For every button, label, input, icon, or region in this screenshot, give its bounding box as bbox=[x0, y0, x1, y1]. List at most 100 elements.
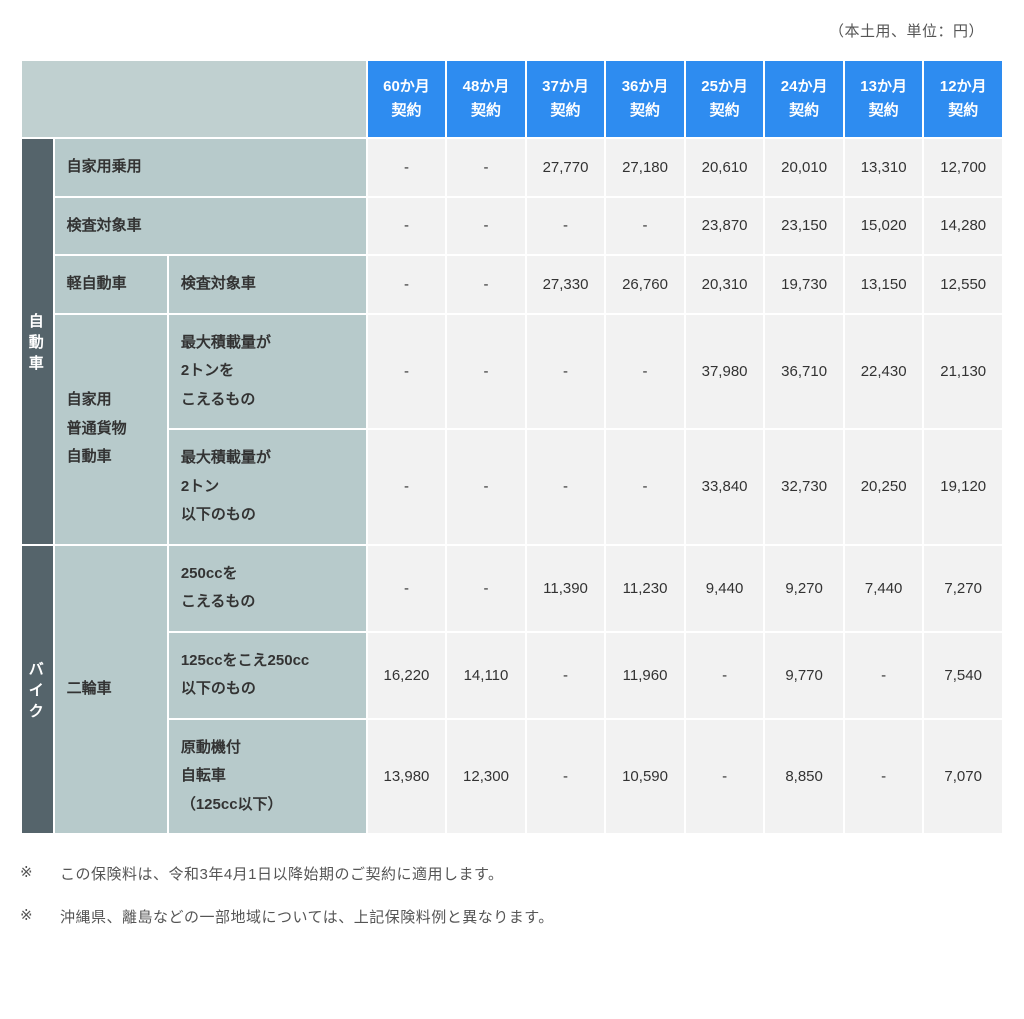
row-subhead-2: 250ccをこえるもの bbox=[168, 545, 367, 632]
row-subhead-1: 二輪車 bbox=[54, 545, 168, 835]
cell: - bbox=[446, 429, 526, 545]
cell: 37,980 bbox=[685, 314, 765, 430]
cell: - bbox=[526, 719, 606, 835]
cell: 22,430 bbox=[844, 314, 924, 430]
row-subhead-1: 自家用普通貨物自動車 bbox=[54, 314, 168, 545]
cell: 11,390 bbox=[526, 545, 606, 632]
col-header-2: 37か月契約 bbox=[526, 60, 606, 138]
cell: 13,310 bbox=[844, 138, 924, 197]
row-subhead-2: 最大積載量が2トン以下のもの bbox=[168, 429, 367, 545]
cell: 23,870 bbox=[685, 197, 765, 256]
vcat-auto: 自動車 bbox=[21, 138, 54, 545]
cell: 26,760 bbox=[605, 255, 685, 314]
cell: - bbox=[446, 138, 526, 197]
cell: 32,730 bbox=[764, 429, 844, 545]
cell: 11,960 bbox=[605, 632, 685, 719]
cell: - bbox=[367, 197, 447, 256]
notes-section: ※この保険料は、令和3年4月1日以降始期のご契約に適用します。※沖縄県、離島など… bbox=[20, 863, 1004, 927]
table-row: 自動車自家用乗用--27,77027,18020,61020,01013,310… bbox=[21, 138, 1003, 197]
cell: 27,180 bbox=[605, 138, 685, 197]
cell: 7,440 bbox=[844, 545, 924, 632]
cell: 7,540 bbox=[923, 632, 1003, 719]
col-header-4: 25か月契約 bbox=[685, 60, 765, 138]
table-row: 125ccをこえ250cc以下のもの16,22014,110-11,960-9,… bbox=[21, 632, 1003, 719]
note-mark: ※ bbox=[20, 906, 60, 927]
cell: 20,310 bbox=[685, 255, 765, 314]
cell: - bbox=[685, 719, 765, 835]
table-row: 検査対象車----23,87023,15015,02014,280 bbox=[21, 197, 1003, 256]
cell: - bbox=[367, 314, 447, 430]
table-row: 最大積載量が2トン以下のもの----33,84032,73020,25019,1… bbox=[21, 429, 1003, 545]
cell: 19,120 bbox=[923, 429, 1003, 545]
cell: - bbox=[367, 255, 447, 314]
header-row: 60か月契約48か月契約37か月契約36か月契約25か月契約24か月契約13か月… bbox=[21, 60, 1003, 138]
row-subhead-2: 最大積載量が2トンをこえるもの bbox=[168, 314, 367, 430]
cell: - bbox=[526, 429, 606, 545]
cell: 14,280 bbox=[923, 197, 1003, 256]
note-text: この保険料は、令和3年4月1日以降始期のご契約に適用します。 bbox=[60, 863, 504, 884]
cell: 33,840 bbox=[685, 429, 765, 545]
cell: - bbox=[605, 314, 685, 430]
col-header-6: 13か月契約 bbox=[844, 60, 924, 138]
note-row: ※沖縄県、離島などの一部地域については、上記保険料例と異なります。 bbox=[20, 906, 1004, 927]
cell: 21,130 bbox=[923, 314, 1003, 430]
cell: 12,550 bbox=[923, 255, 1003, 314]
row-subhead-1: 検査対象車 bbox=[54, 197, 367, 256]
col-header-1: 48か月契約 bbox=[446, 60, 526, 138]
cell: 27,330 bbox=[526, 255, 606, 314]
row-subhead-1: 軽自動車 bbox=[54, 255, 168, 314]
table-row: 自家用普通貨物自動車最大積載量が2トンをこえるもの----37,98036,71… bbox=[21, 314, 1003, 430]
cell: - bbox=[367, 138, 447, 197]
table-row: 軽自動車検査対象車--27,33026,76020,31019,73013,15… bbox=[21, 255, 1003, 314]
cell: 7,070 bbox=[923, 719, 1003, 835]
table-row: 原動機付自転車（125cc以下）13,98012,300-10,590-8,85… bbox=[21, 719, 1003, 835]
cell: 19,730 bbox=[764, 255, 844, 314]
col-header-0: 60か月契約 bbox=[367, 60, 447, 138]
cell: - bbox=[446, 314, 526, 430]
cell: - bbox=[367, 429, 447, 545]
note-text: 沖縄県、離島などの一部地域については、上記保険料例と異なります。 bbox=[60, 906, 554, 927]
cell: 12,700 bbox=[923, 138, 1003, 197]
cell: 10,590 bbox=[605, 719, 685, 835]
header-corner bbox=[21, 60, 367, 138]
vcat-bike: バイク bbox=[21, 545, 54, 835]
row-subhead-2: 原動機付自転車（125cc以下） bbox=[168, 719, 367, 835]
cell: - bbox=[526, 197, 606, 256]
insurance-price-table: 60か月契約48か月契約37か月契約36か月契約25か月契約24か月契約13か月… bbox=[20, 59, 1004, 835]
cell: 20,610 bbox=[685, 138, 765, 197]
cell: 8,850 bbox=[764, 719, 844, 835]
cell: 9,440 bbox=[685, 545, 765, 632]
cell: - bbox=[844, 632, 924, 719]
cell: - bbox=[685, 632, 765, 719]
cell: 7,270 bbox=[923, 545, 1003, 632]
table-row: バイク二輪車250ccをこえるもの--11,39011,2309,4409,27… bbox=[21, 545, 1003, 632]
cell: 9,770 bbox=[764, 632, 844, 719]
cell: - bbox=[605, 429, 685, 545]
col-header-3: 36か月契約 bbox=[605, 60, 685, 138]
cell: - bbox=[446, 545, 526, 632]
cell: 11,230 bbox=[605, 545, 685, 632]
cell: - bbox=[446, 255, 526, 314]
cell: 27,770 bbox=[526, 138, 606, 197]
note-mark: ※ bbox=[20, 863, 60, 884]
caption-top: （本土用、単位：円） bbox=[20, 20, 1004, 41]
cell: 16,220 bbox=[367, 632, 447, 719]
cell: - bbox=[367, 545, 447, 632]
cell: 20,250 bbox=[844, 429, 924, 545]
col-header-5: 24か月契約 bbox=[764, 60, 844, 138]
col-header-7: 12か月契約 bbox=[923, 60, 1003, 138]
cell: - bbox=[605, 197, 685, 256]
cell: 15,020 bbox=[844, 197, 924, 256]
note-row: ※この保険料は、令和3年4月1日以降始期のご契約に適用します。 bbox=[20, 863, 1004, 884]
cell: - bbox=[526, 632, 606, 719]
cell: - bbox=[844, 719, 924, 835]
row-subhead-2: 検査対象車 bbox=[168, 255, 367, 314]
cell: 12,300 bbox=[446, 719, 526, 835]
cell: 23,150 bbox=[764, 197, 844, 256]
cell: 36,710 bbox=[764, 314, 844, 430]
row-subhead-1: 自家用乗用 bbox=[54, 138, 367, 197]
cell: 13,980 bbox=[367, 719, 447, 835]
cell: 20,010 bbox=[764, 138, 844, 197]
cell: 14,110 bbox=[446, 632, 526, 719]
cell: - bbox=[446, 197, 526, 256]
